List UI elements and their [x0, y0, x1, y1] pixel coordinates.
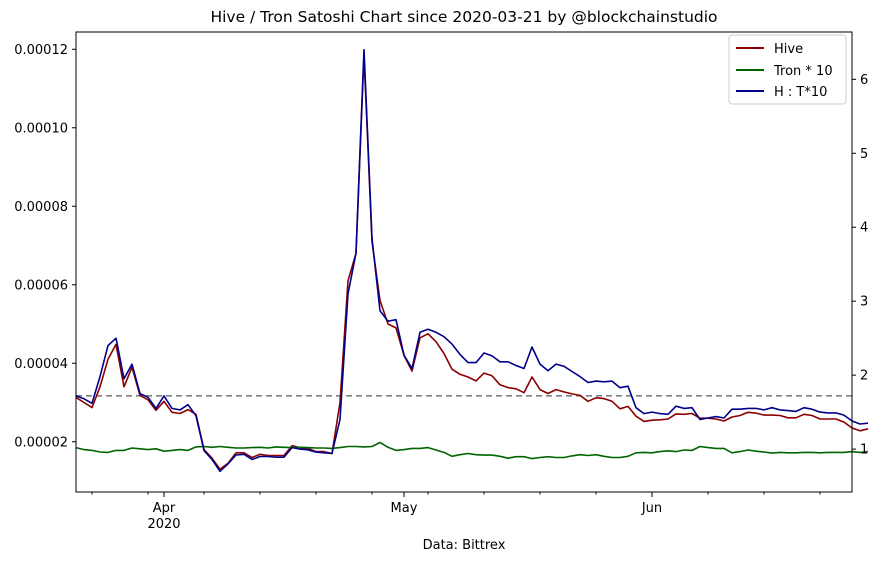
- right-tick-label: 3: [860, 295, 868, 310]
- right-tick-label: 5: [860, 147, 868, 162]
- axes: 0.00002 0.00004 0.00006 0.00008 0.00010 0.000…: [14, 31, 868, 532]
- left-tick-label: 0.00002: [14, 435, 68, 450]
- x-tick-label: Jun: [641, 501, 662, 516]
- x-axis-label: Data: Bittrex: [423, 538, 506, 553]
- series-line-2: [75, 48, 869, 473]
- right-tick-label: 1: [860, 443, 868, 458]
- legend: Hive Tron * 10 H : T*10: [728, 34, 847, 105]
- x-tick-sublabel: 2020: [147, 517, 180, 532]
- legend-label-hive: Hive: [774, 42, 803, 57]
- left-tick-label: 0.00006: [14, 278, 68, 293]
- right-tick-label: 2: [860, 369, 868, 384]
- series-layer: [75, 48, 869, 473]
- plot-frame: [75, 31, 853, 493]
- legend-box: [728, 34, 847, 105]
- series-line-1: [75, 441, 869, 460]
- right-tick-label: 4: [860, 221, 868, 236]
- left-tick-label: 0.00010: [14, 121, 68, 136]
- right-tick-label: 6: [860, 73, 868, 88]
- left-tick-label: 0.00004: [14, 357, 68, 372]
- left-tick-label: 0.00008: [14, 200, 68, 215]
- x-tick-label: Apr: [153, 501, 176, 516]
- left-tick-label: 0.00012: [14, 43, 68, 58]
- chart-title: Hive / Tron Satoshi Chart since 2020-03-…: [210, 8, 717, 26]
- x-tick-label: May: [391, 501, 418, 516]
- legend-label-ratio: H : T*10: [774, 85, 827, 100]
- legend-label-tron: Tron * 10: [773, 64, 833, 79]
